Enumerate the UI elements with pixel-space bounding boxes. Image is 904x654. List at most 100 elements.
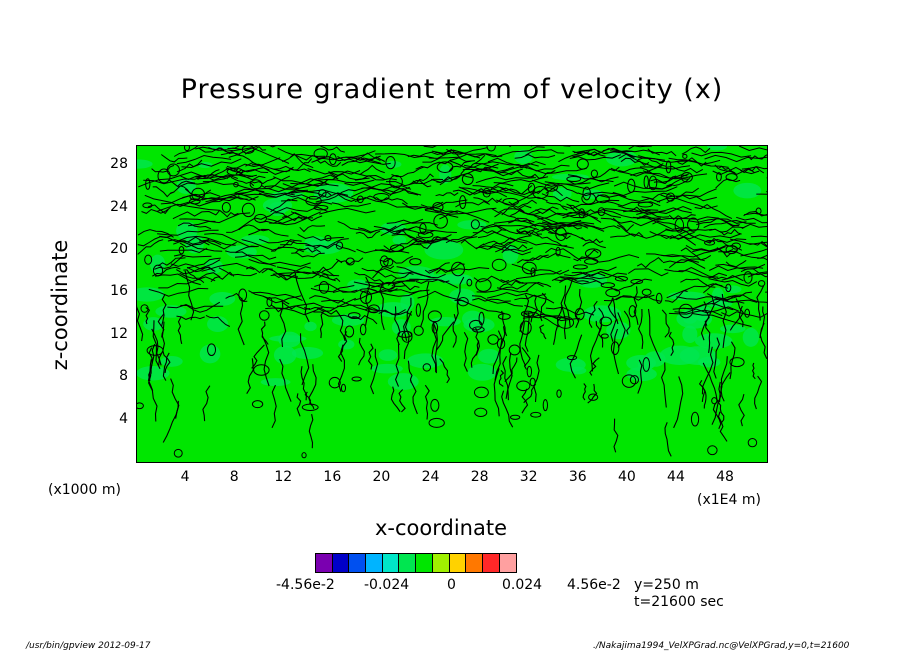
contour-line: [282, 178, 339, 188]
contour-line: [176, 315, 205, 320]
contour-line: [499, 185, 533, 195]
contour-closed: [249, 179, 263, 190]
contour-closed: [351, 376, 362, 382]
contour-line: [475, 245, 533, 252]
contour-line: [471, 163, 499, 173]
contour-line: [536, 233, 568, 247]
contour-line: [408, 179, 432, 188]
contour-line: [740, 248, 767, 257]
contour-closed: [529, 377, 536, 387]
contour-line: [582, 238, 604, 247]
contour-closed: [413, 325, 424, 336]
contour-fill-patch: [478, 348, 500, 364]
contour-line: [246, 358, 254, 394]
contour-line: [539, 292, 547, 322]
contour-fill-patch: [707, 146, 728, 151]
contour-line: [143, 174, 206, 185]
contour-fill-patch: [371, 363, 403, 374]
contour-line: [524, 305, 567, 320]
contour-line: [571, 271, 627, 280]
y-axis-label: z-coordinate: [48, 239, 72, 371]
contour-closed: [207, 343, 217, 357]
contour-line: [463, 331, 469, 372]
contour-line: [558, 151, 602, 163]
contour-line: [493, 176, 549, 184]
contour-closed: [497, 313, 511, 320]
contour-line: [501, 244, 528, 254]
x-tick-label: 28: [470, 469, 489, 485]
contour-line: [508, 217, 537, 227]
contour-line: [633, 286, 639, 325]
x-tick-label: 36: [568, 469, 587, 485]
contour-line: [141, 206, 171, 214]
contour-line: [664, 266, 719, 278]
contour-closed: [475, 278, 492, 292]
contour-closed: [379, 255, 389, 268]
contour-line: [361, 267, 398, 279]
contour-line: [501, 310, 508, 337]
x-axis-unit: (x1E4 m): [697, 492, 761, 508]
contour-fill-patch: [205, 259, 223, 274]
contour-line: [617, 224, 644, 237]
x-tick-label: 4: [180, 469, 190, 485]
contour-line: [144, 194, 198, 207]
contour-line: [630, 171, 690, 179]
contour-line: [738, 146, 767, 152]
contour-fill-patch: [682, 325, 698, 344]
contour-line: [675, 194, 717, 202]
contour-line: [702, 362, 718, 402]
contour-line: [353, 279, 419, 288]
contour-line: [498, 370, 505, 387]
contour-line: [516, 227, 537, 235]
contour-line: [577, 191, 627, 198]
contour-line: [458, 186, 506, 195]
contour-closed: [184, 146, 190, 152]
contour-line: [170, 378, 180, 419]
contour-fill-patch: [199, 344, 221, 364]
contour-closed: [527, 182, 536, 194]
contour-fill-patch: [694, 333, 733, 349]
contour-line: [473, 197, 503, 204]
contour-closed: [397, 330, 413, 338]
contour-line: [673, 376, 684, 429]
contour-line: [162, 352, 170, 381]
contour-closed: [731, 242, 741, 250]
colorbar-swatch: [382, 554, 400, 572]
contour-line: [202, 385, 211, 422]
contour-closed: [241, 202, 256, 218]
contour-line: [679, 233, 741, 240]
contour-line: [751, 362, 756, 380]
contour-line: [358, 337, 365, 366]
x-tick-label: 48: [716, 469, 734, 485]
y-tick-label: 12: [110, 325, 128, 342]
contour-closed: [383, 257, 394, 267]
contour-line: [241, 239, 304, 253]
contour-closed: [221, 202, 231, 213]
contour-closed: [544, 183, 558, 192]
contour-closed: [744, 308, 751, 318]
contour-line: [594, 208, 659, 213]
contour-closed: [157, 168, 171, 184]
contour-line: [572, 150, 606, 157]
contour-line: [237, 297, 245, 346]
contour-fill-patch: [209, 292, 236, 306]
contour-line: [173, 254, 212, 258]
contour-line: [248, 228, 289, 237]
contour-line: [717, 401, 725, 424]
contour-line: [321, 299, 381, 312]
contour-closed: [459, 195, 467, 210]
contour-line: [290, 174, 339, 185]
contour-line: [308, 413, 314, 449]
contour-closed: [137, 402, 144, 410]
contour-line: [569, 154, 621, 161]
contour-line: [199, 239, 237, 250]
y-tick-label: 20: [110, 241, 128, 257]
contour-line: [747, 271, 767, 278]
contour-closed: [572, 264, 588, 270]
contour-line: [183, 269, 205, 283]
contour-line: [367, 343, 374, 370]
contour-line: [148, 287, 209, 297]
contour-line: [155, 273, 201, 286]
contour-line: [641, 192, 675, 200]
contour-fill-patch: [742, 327, 759, 347]
